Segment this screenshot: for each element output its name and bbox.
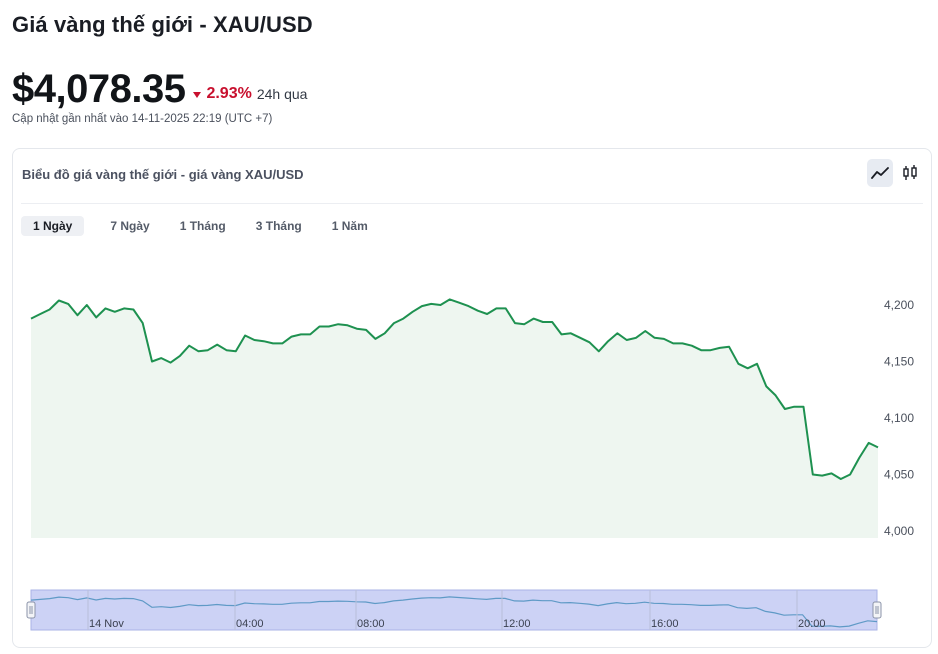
price-area [31,299,878,538]
last-updated: Cập nhật gần nhất vào 14-11-2025 22:19 (… [12,113,273,125]
caret-down-icon [193,92,202,98]
candlestick-button[interactable] [897,159,923,187]
y-tick-label: 4,100 [884,411,914,425]
current-price: $4,078.35 [12,67,186,111]
y-tick-label: 4,050 [884,468,914,482]
navigator-time-label: 20:00 [798,618,826,630]
line-chart-icon [871,167,889,179]
navigator-time-label: 16:00 [651,618,679,630]
y-tick-label: 4,200 [884,298,914,312]
y-tick-label: 4,150 [884,355,914,369]
navigator-left-handle[interactable] [26,601,36,619]
range-tab-1-month[interactable]: 1 Tháng [179,219,226,233]
price-line [30,298,879,480]
navigator-time-label: 04:00 [236,618,264,630]
price-row: $4,078.35 2.93% 24h qua [12,64,307,112]
navigator-window[interactable] [30,589,878,631]
change-period: 24h qua [256,86,308,102]
navigator-line [30,596,878,628]
change-percent: 2.93% [206,85,252,102]
price-change: 2.93% 24h qua [193,85,307,103]
range-tab-7-days[interactable]: 7 Ngày [110,219,150,233]
y-tick-label: 4,000 [884,524,914,538]
chart-navigator: 14 Nov 04:00 08:00 12:00 16:00 20:00 [26,589,882,631]
range-tab-1-year[interactable]: 1 Năm [331,219,368,233]
navigator-right-handle[interactable] [872,601,882,619]
navigator-time-label: 14 Nov [89,618,124,630]
range-tab-3-months[interactable]: 3 Tháng [255,219,302,233]
card-divider [21,203,923,204]
chart-type-toggle [867,159,923,187]
range-tabs: 1 Ngày 7 Ngày 1 Tháng 3 Tháng 1 Năm [21,216,372,236]
navigator-time-label: 12:00 [503,618,531,630]
page-title: Giá vàng thế giới - XAU/USD [12,12,313,37]
candlestick-icon [903,165,917,180]
chart-card-title: Biểu đồ giá vàng thế giới - giá vàng XAU… [22,167,304,182]
navigator-time-label: 08:00 [357,618,385,630]
range-tab-1-day[interactable]: 1 Ngày [21,216,85,236]
line-chart-button[interactable] [867,159,893,187]
